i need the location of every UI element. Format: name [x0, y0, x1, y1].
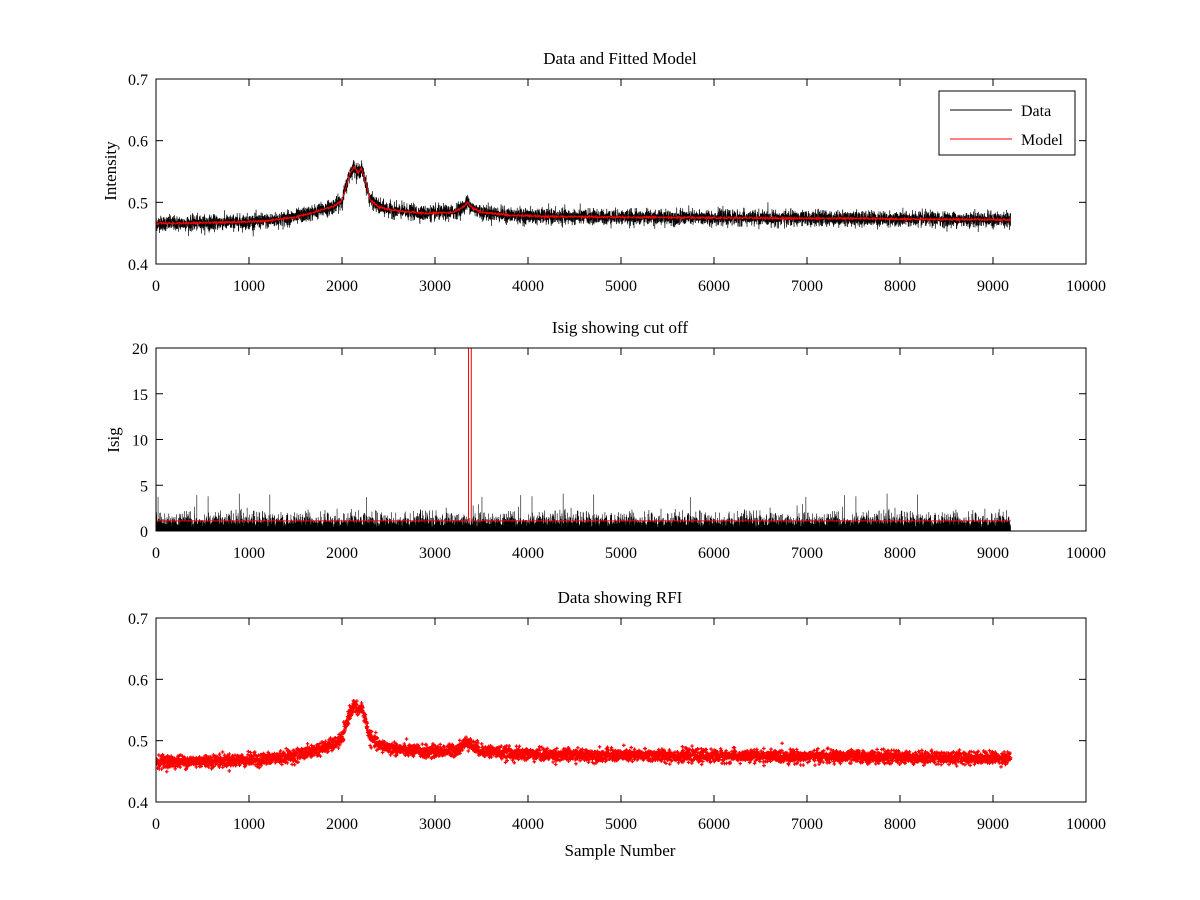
x-tick-label: 1000 [233, 545, 265, 562]
x-tick-label: 2000 [326, 545, 358, 562]
x-tick-label: 9000 [977, 816, 1009, 833]
x-tick-label: 9000 [977, 545, 1009, 562]
panel-3-ticks: 0 1000 2000 3000 4000 5000 6000 7000 8000 9000 100… [128, 611, 1106, 833]
y-tick-label: 0.6 [128, 134, 148, 151]
x-tick-label: 1000 [233, 278, 265, 295]
legend-model-label: Model [1021, 132, 1063, 149]
panel-1-ylabel: Intensity [101, 141, 120, 201]
y-tick-label: 0.6 [128, 672, 148, 689]
x-tick-label: 5000 [605, 816, 637, 833]
panel-data-and-model: Data and Fitted Model Intensity 0 1000 200… [101, 49, 1106, 295]
x-tick-label: 0 [152, 545, 160, 562]
panel-2-axes-box [155, 347, 1087, 532]
x-tick-label: 0 [152, 278, 160, 295]
x-tick-label: 4000 [512, 278, 544, 295]
x-tick-label: 2000 [326, 278, 358, 295]
panel-isig: Isig showing cut off Isig 0 1000 2000 3000 4… [104, 318, 1106, 562]
y-tick-label: 20 [132, 341, 148, 358]
x-tick-label: 4000 [512, 545, 544, 562]
panel-2-series [156, 348, 1011, 531]
y-tick-label: 10 [132, 433, 148, 450]
x-tick-label: 5000 [605, 545, 637, 562]
panel-2-ylabel: Isig [104, 427, 123, 453]
x-tick-label: 8000 [884, 545, 916, 562]
x-tick-label: 8000 [884, 278, 916, 295]
legend-data-label: Data [1021, 103, 1051, 120]
x-tick-label: 10000 [1066, 816, 1106, 833]
x-tick-label: 8000 [884, 816, 916, 833]
x-tick-label: 6000 [698, 816, 730, 833]
series-model-line [156, 165, 1011, 227]
x-tick-label: 0 [152, 816, 160, 833]
series-isig [156, 493, 1011, 531]
panel-rfi: Data showing RFI Sample Number 0 1000 2000… [128, 588, 1106, 860]
legend: Data Model [938, 90, 1076, 156]
y-tick-label: 0.4 [128, 795, 148, 812]
panel-2-ticks: 0 1000 2000 3000 4000 5000 6000 7000 8000 9000 100… [132, 341, 1106, 562]
y-tick-label: 0.7 [128, 72, 148, 89]
x-tick-label: 10000 [1066, 278, 1106, 295]
y-tick-label: 0.4 [128, 257, 148, 274]
y-tick-label: 5 [140, 478, 148, 495]
panel-3-axes-box [155, 617, 1087, 803]
y-tick-label: 0.7 [128, 611, 148, 628]
x-tick-label: 3000 [419, 816, 451, 833]
x-tick-label: 3000 [419, 278, 451, 295]
x-tick-label: 6000 [698, 545, 730, 562]
series-data-line [156, 159, 1011, 237]
x-tick-label: 2000 [326, 816, 358, 833]
panel-1-ticks: 0 1000 2000 3000 4000 5000 6000 7000 8000 9000 100… [128, 72, 1106, 295]
panel-3-title: Data showing RFI [558, 588, 683, 607]
x-tick-label: 6000 [698, 278, 730, 295]
panel-3-series [156, 699, 1013, 774]
x-tick-label: 7000 [791, 545, 823, 562]
y-tick-label: 0.5 [128, 195, 148, 212]
panel-3-xlabel: Sample Number [565, 841, 676, 860]
x-tick-label: 10000 [1066, 545, 1106, 562]
x-tick-label: 7000 [791, 816, 823, 833]
x-tick-label: 9000 [977, 278, 1009, 295]
panel-1-series [156, 159, 1011, 237]
x-tick-label: 4000 [512, 816, 544, 833]
x-tick-label: 7000 [791, 278, 823, 295]
panel-1-title: Data and Fitted Model [543, 49, 697, 68]
y-tick-label: 15 [132, 387, 148, 404]
y-tick-label: 0 [140, 524, 148, 541]
x-tick-label: 3000 [419, 545, 451, 562]
x-tick-label: 1000 [233, 816, 265, 833]
panel-2-title: Isig showing cut off [552, 318, 688, 337]
series-cutoff-line [156, 348, 1011, 522]
x-tick-label: 5000 [605, 278, 637, 295]
series-rfi-points [156, 699, 1013, 774]
legend-box [938, 90, 1076, 156]
y-tick-label: 0.5 [128, 734, 148, 751]
